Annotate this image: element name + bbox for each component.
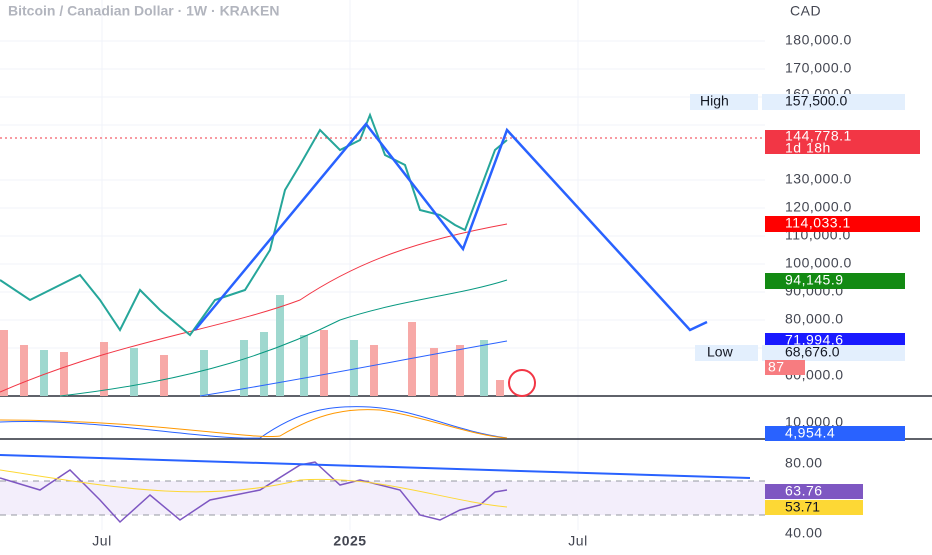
rsi-value: 63.76 <box>785 483 823 499</box>
price-axis: 180,000.0 170,000.0 160,000.0 130,000.0 … <box>785 32 852 383</box>
tag-bg <box>695 345 758 361</box>
ma-green-value: 94,145.9 <box>785 272 844 288</box>
grid <box>0 0 765 530</box>
drawn-pattern <box>194 122 708 332</box>
price-label: 180,000.0 <box>785 32 852 48</box>
last-price: 144,778.1 <box>785 128 852 144</box>
rsi-trendline <box>0 454 751 479</box>
price-label: 120,000.0 <box>785 199 852 215</box>
tag-bg <box>765 484 863 499</box>
macd-line <box>0 406 508 439</box>
signal-line <box>0 409 508 439</box>
ma-blue-value: 71,994.6 <box>785 332 844 348</box>
rsi-ma <box>0 469 508 508</box>
tag-bg <box>765 360 805 375</box>
time-label: 2025 <box>333 533 366 549</box>
tag-bg <box>765 216 920 232</box>
flag-icon <box>508 369 536 397</box>
tag-bg <box>690 94 758 110</box>
tag-bg <box>765 426 905 441</box>
volume-value: 87 <box>768 359 785 375</box>
price-label: 80,000.0 <box>785 311 844 327</box>
high-label: High <box>700 93 729 109</box>
low-value: 68,676.0 <box>785 344 840 360</box>
rsi-ma-value: 53.71 <box>785 499 820 515</box>
time-label: Jul <box>568 533 587 549</box>
price-path <box>0 112 508 337</box>
ma-red-value: 114,033.1 <box>785 215 851 231</box>
low-label: Low <box>707 344 734 360</box>
ma-blue <box>199 340 508 397</box>
tag-bg <box>762 94 905 110</box>
macd-axis-label: 10,000.0 <box>785 414 844 430</box>
price-label: 130,000.0 <box>785 171 852 187</box>
price-label: 100,000.0 <box>785 255 852 271</box>
countdown: 1d 18h <box>785 140 831 156</box>
tag-bg <box>765 130 920 154</box>
volume-bars <box>0 295 504 396</box>
tag-bg <box>765 273 905 289</box>
price-label: 170,000.0 <box>785 60 852 76</box>
time-label: Jul <box>92 533 111 549</box>
high-value: 157,500.0 <box>785 93 847 109</box>
rsi-band <box>0 481 765 515</box>
ma-red <box>0 223 508 393</box>
currency: CAD <box>790 3 821 19</box>
symbol-title[interactable]: Bitcoin / Canadian Dollar · 1W · KRAKEN <box>8 3 279 19</box>
tag-bg <box>762 345 905 361</box>
ma-green <box>59 279 508 397</box>
rsi-axis-label: 80.00 <box>785 455 823 471</box>
macd-value: 4,954.4 <box>785 425 835 441</box>
rsi-axis-label: 40.00 <box>785 525 823 541</box>
tag-bg <box>765 500 863 515</box>
